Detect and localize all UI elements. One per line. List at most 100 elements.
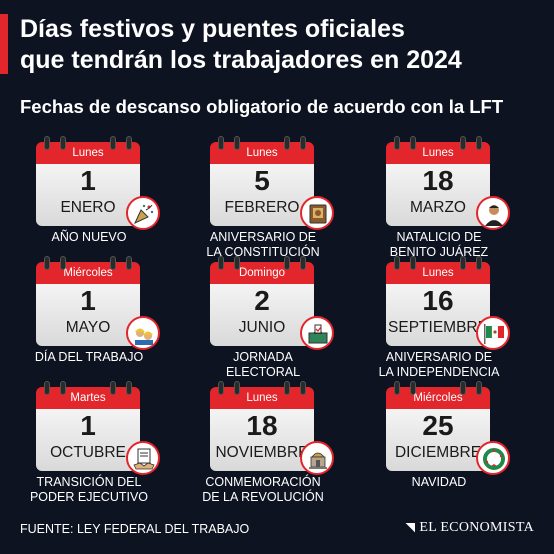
holiday-caption: CONMEMORACIÓN DE LA REVOLUCIÓN: [198, 475, 328, 505]
party-popper-icon: [126, 196, 160, 230]
month-name: SEPTIEMBRE: [388, 319, 488, 336]
calendar-body: 18 NOVIEMBRE: [210, 409, 314, 471]
mexican-flag-icon: [476, 316, 510, 350]
holiday-caption: JORNADA ELECTORAL: [198, 350, 328, 380]
day-number: 16: [422, 285, 454, 316]
holiday-caption-line-2: PODER EJECUTIVO: [29, 490, 149, 504]
calendar-body: 18 MARZO: [386, 164, 490, 226]
calendar-ring-icon: [44, 256, 50, 270]
holiday-caption: AÑO NUEVO: [24, 230, 154, 245]
holiday-caption: NAVIDAD: [374, 475, 504, 490]
calendar-page: Lunes 16 SEPTIEMBRE: [386, 256, 490, 346]
calendar-ring-icon: [126, 136, 132, 150]
weekday-label: Lunes: [386, 262, 490, 284]
calendar-body: 1 OCTUBRE: [36, 409, 140, 471]
holiday-caption-line-1: DÍA DEL TRABAJO: [34, 350, 144, 364]
holiday-caption-line-2: ELECTORAL: [225, 365, 301, 379]
calendar-page: Miércoles 1 MAYO: [36, 256, 140, 346]
calendar-ring-icon: [460, 381, 466, 395]
holiday-caption-line-1: TRANSICIÓN DEL: [36, 475, 142, 489]
calendar-body: 1 ENERO: [36, 164, 140, 226]
ballot-box-icon: [300, 316, 334, 350]
holiday-card: Lunes 18 MARZO NATALICIO DE BENITO JUÁRE…: [386, 136, 554, 259]
holiday-caption: ANIVERSARIO DE LA CONSTITUCIÓN: [198, 230, 328, 260]
weekday-label: Domingo: [210, 262, 314, 284]
calendar-ring-icon: [284, 256, 290, 270]
calendar-ring-icon: [410, 256, 416, 270]
calendar-body: 25 DICIEMBRE: [386, 409, 490, 471]
calendar-ring-icon: [460, 136, 466, 150]
calendar-page: Domingo 2 JUNIO: [210, 256, 314, 346]
holiday-card: Martes 1 OCTUBRE TRANSICIÓN DEL PODER EJ…: [30, 381, 206, 504]
month-name: MARZO: [410, 199, 466, 216]
holiday-caption-line-2: BENITO JUÁREZ: [389, 245, 489, 259]
calendar-ring-icon: [60, 381, 66, 395]
holiday-caption: TRANSICIÓN DEL PODER EJECUTIVO: [24, 475, 154, 505]
weekday-label: Martes: [36, 387, 140, 409]
calendar-body: 5 FEBRERO: [210, 164, 314, 226]
calendar-ring-icon: [460, 256, 466, 270]
day-number: 25: [422, 410, 454, 441]
benito-juarez-portrait-icon: [476, 196, 510, 230]
holiday-caption-line-1: NATALICIO DE: [396, 230, 482, 244]
month-name: JUNIO: [238, 319, 286, 336]
calendar-page: Lunes 5 FEBRERO: [210, 136, 314, 226]
holiday-caption-line-1: AÑO NUEVO: [51, 230, 127, 244]
weekday-label: Miércoles: [36, 262, 140, 284]
weekday-label: Lunes: [36, 142, 140, 164]
holiday-caption: ANIVERSARIO DE LA INDEPENDENCIA: [374, 350, 504, 380]
calendar-ring-icon: [218, 256, 224, 270]
calendar-ring-icon: [476, 256, 482, 270]
holiday-card: Lunes 18 NOVIEMBRE CONMEMORACIÓN DE LA R…: [202, 381, 380, 504]
title-accent-bar: [0, 14, 8, 74]
day-number: 5: [254, 165, 270, 196]
holiday-caption-line-2: DE LA REVOLUCIÓN: [202, 490, 324, 504]
calendar-page: Miércoles 25 DICIEMBRE: [386, 381, 490, 471]
day-number: 18: [422, 165, 454, 196]
month-name: NOVIEMBRE: [215, 444, 309, 461]
calendar-ring-icon: [300, 136, 306, 150]
calendar-ring-icon: [476, 136, 482, 150]
month-name: ENERO: [60, 199, 116, 216]
calendar-page: Martes 1 OCTUBRE: [36, 381, 140, 471]
holiday-caption-line-1: CONMEMORACIÓN: [205, 475, 321, 489]
day-number: 1: [80, 410, 96, 441]
calendar-ring-icon: [110, 136, 116, 150]
calendar-ring-icon: [394, 381, 400, 395]
holiday-card: Lunes 16 SEPTIEMBRE ANIVERSARIO DE LA IN…: [379, 256, 554, 379]
source-note: FUENTE: LEY FEDERAL DEL TRABAJO: [20, 522, 250, 536]
calendar-ring-icon: [300, 256, 306, 270]
month-name: DICIEMBRE: [394, 444, 482, 461]
calendar-body: 16 SEPTIEMBRE: [386, 284, 490, 346]
calendar-ring-icon: [394, 256, 400, 270]
title-line-1: Días festivos y puentes oficiales: [20, 15, 405, 43]
month-name: MAYO: [65, 319, 111, 336]
weekday-label: Lunes: [210, 387, 314, 409]
workers-helmet-icon: [126, 316, 160, 350]
holiday-caption-line-1: ANIVERSARIO DE: [385, 350, 493, 364]
calendar-ring-icon: [218, 136, 224, 150]
day-number: 1: [80, 285, 96, 316]
calendar-ring-icon: [44, 381, 50, 395]
calendar-body: 1 MAYO: [36, 284, 140, 346]
holiday-caption: DÍA DEL TRABAJO: [24, 350, 154, 365]
holiday-card: Lunes 5 FEBRERO ANIVERSARIO DE LA CONSTI…: [206, 136, 380, 259]
calendar-page: Lunes 18 MARZO: [386, 136, 490, 226]
calendar-ring-icon: [410, 381, 416, 395]
holiday-card: Miércoles 25 DICIEMBRE NAVIDAD: [386, 381, 554, 503]
calendar-ring-icon: [394, 136, 400, 150]
holiday-caption-line-2: LA CONSTITUCIÓN: [206, 245, 320, 259]
calendar-ring-icon: [300, 381, 306, 395]
calendar-ring-icon: [284, 136, 290, 150]
calendar-ring-icon: [110, 381, 116, 395]
day-number: 1: [80, 165, 96, 196]
calendar-ring-icon: [234, 381, 240, 395]
brand-logo: EL ECONOMISTA: [405, 520, 534, 536]
holiday-card: Miércoles 1 MAYO DÍA DEL TRABAJO: [35, 256, 206, 378]
holiday-card: Lunes 1 ENERO AÑO NUEVO: [36, 136, 206, 258]
handshake-document-icon: [126, 441, 160, 475]
holiday-caption-line-1: JORNADA: [233, 350, 293, 364]
page-title: Días festivos y puentes oficiales que te…: [20, 14, 550, 76]
weekday-label: Lunes: [386, 142, 490, 164]
page-subtitle: Fechas de descanso obligatorio de acuerd…: [20, 96, 504, 117]
